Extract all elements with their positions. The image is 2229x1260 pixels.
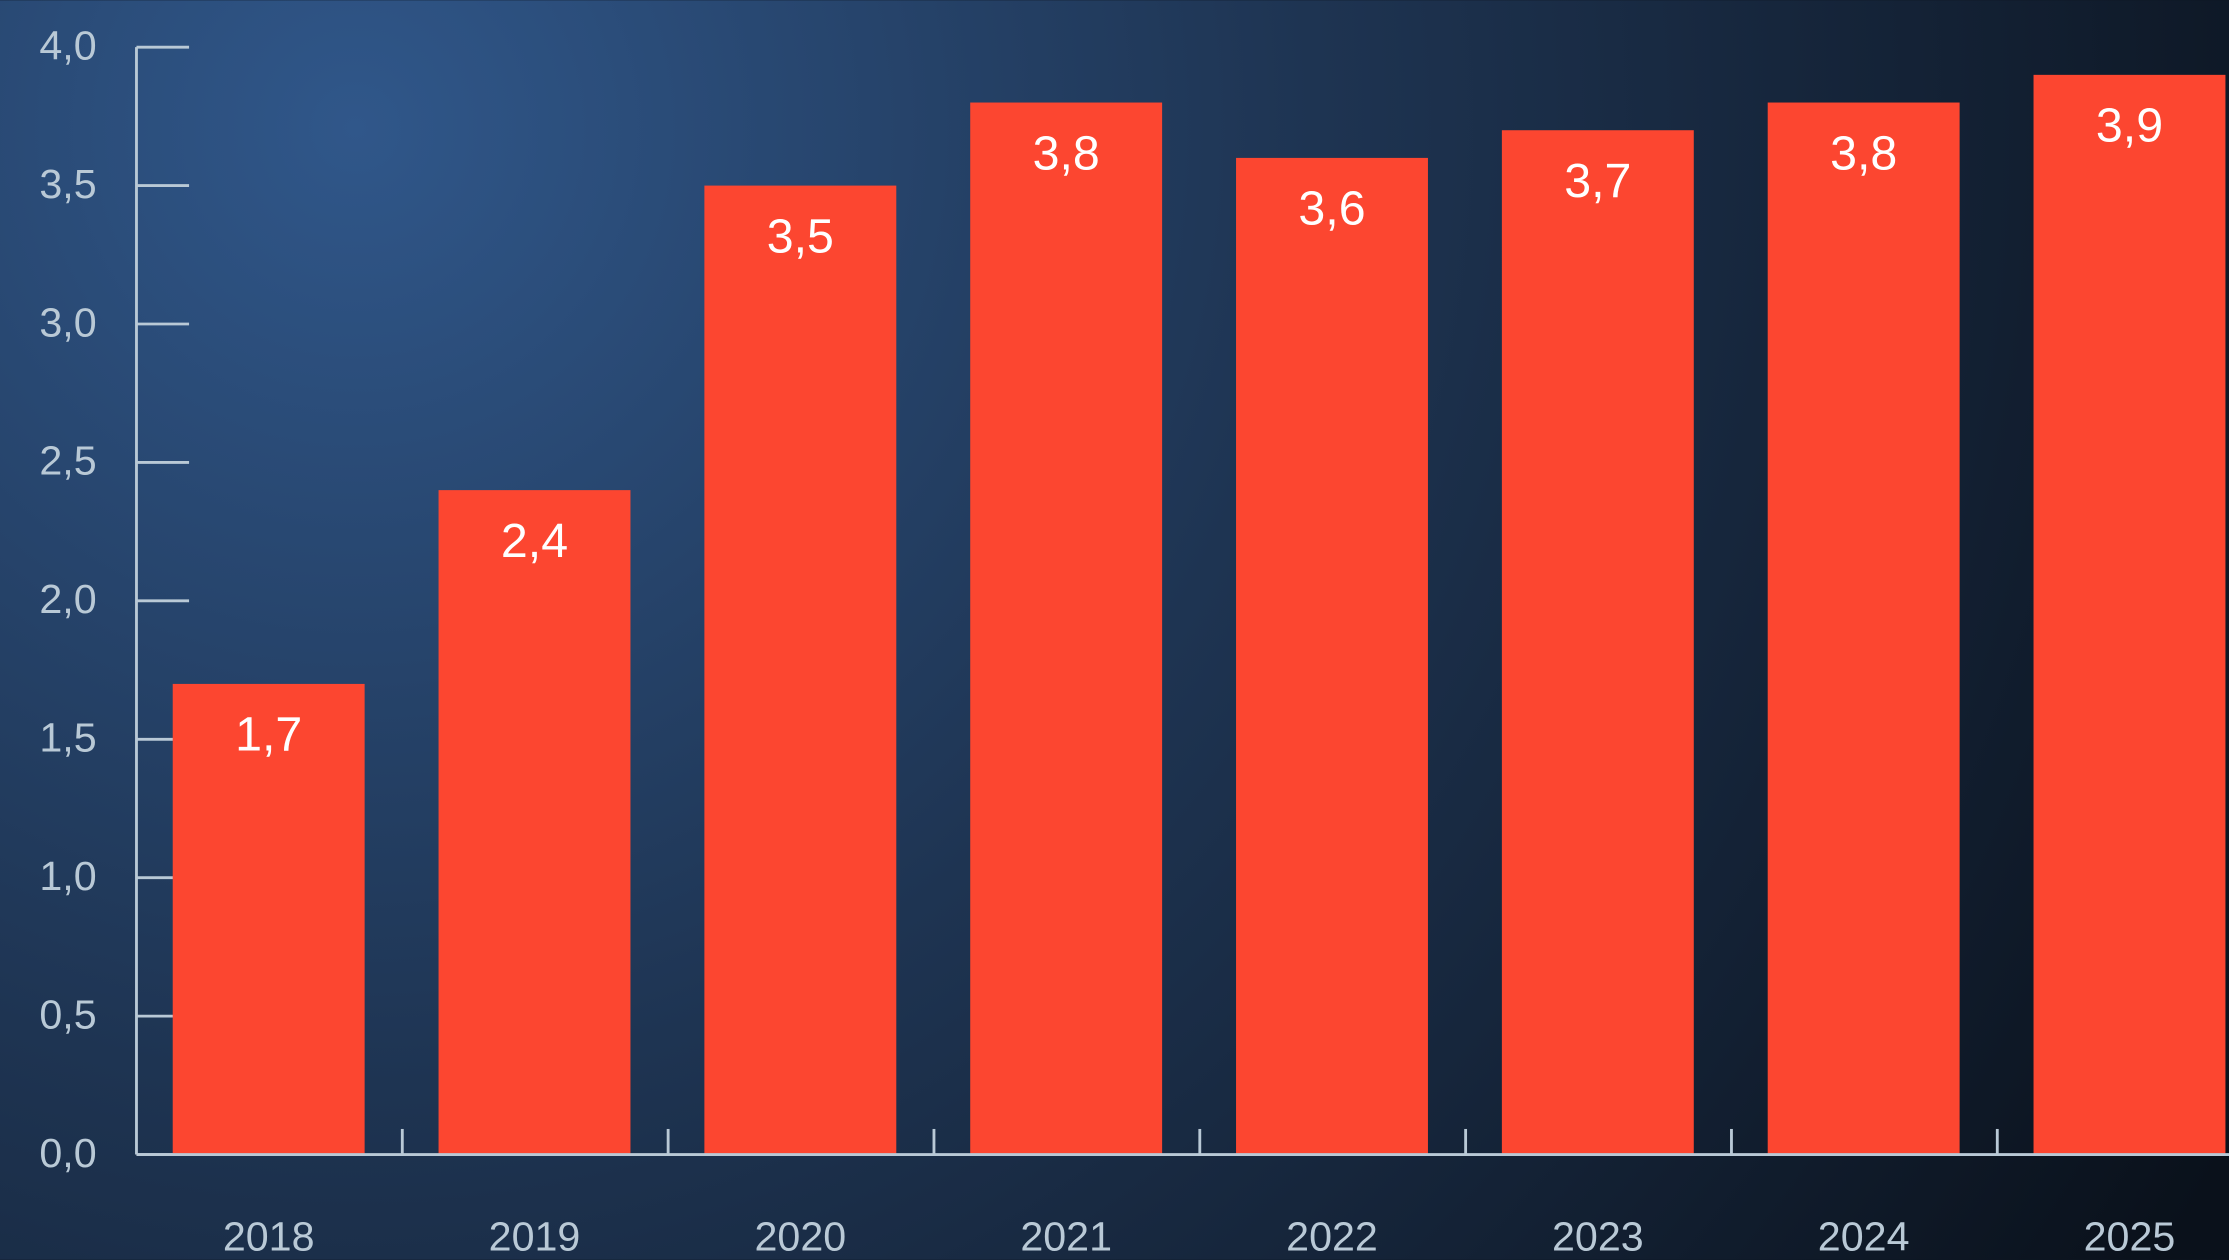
x-tick-label: 2021 — [1020, 1214, 1112, 1260]
value-label: 3,7 — [1564, 154, 1631, 208]
value-label: 2,4 — [501, 514, 568, 568]
bar — [704, 185, 897, 1155]
value-label: 1,7 — [235, 708, 302, 762]
y-tick-label: 1,0 — [39, 853, 96, 899]
value-label: 3,5 — [767, 209, 834, 263]
x-tick-label: 2020 — [754, 1214, 846, 1260]
x-tick-label: 2019 — [489, 1214, 581, 1260]
bar — [1767, 102, 1960, 1155]
bar — [1501, 130, 1694, 1155]
value-label: 3,9 — [2096, 99, 2163, 153]
x-tick-label: 2023 — [1552, 1214, 1644, 1260]
x-tick-label: 2025 — [2084, 1214, 2176, 1260]
bar — [2033, 74, 2226, 1155]
bar — [172, 683, 365, 1155]
value-label: 3,8 — [1033, 126, 1100, 180]
x-tick-label: 2022 — [1286, 1214, 1378, 1260]
value-label: 3,6 — [1298, 182, 1365, 236]
y-tick-label: 4,0 — [39, 22, 96, 68]
y-tick-label: 0,5 — [39, 991, 96, 1037]
value-label: 3,8 — [1830, 126, 1897, 180]
bar — [970, 102, 1163, 1155]
bar — [1236, 157, 1428, 1155]
y-tick-label: 2,5 — [39, 438, 96, 484]
y-tick-label: 3,0 — [39, 299, 96, 345]
x-tick-label: 2024 — [1818, 1214, 1910, 1260]
y-tick-label: 2,0 — [39, 576, 96, 622]
y-tick-label: 0,0 — [39, 1130, 96, 1176]
y-tick-label: 1,5 — [39, 715, 96, 761]
y-tick-label: 3,5 — [39, 161, 96, 207]
bar — [438, 490, 631, 1155]
x-tick-label: 2018 — [223, 1214, 315, 1260]
